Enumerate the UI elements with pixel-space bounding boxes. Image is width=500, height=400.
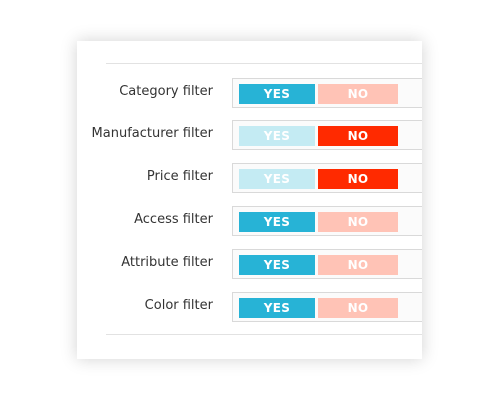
yes-button[interactable]: YES [239, 212, 315, 232]
filter-settings-panel: Category filter YES NO Manufacturer filt… [77, 41, 422, 359]
filter-label: Manufacturer filter [91, 126, 213, 141]
filter-label: Category filter [119, 84, 213, 99]
yes-button[interactable]: YES [239, 84, 315, 104]
yes-button[interactable]: YES [239, 169, 315, 189]
yes-button[interactable]: YES [239, 255, 315, 275]
bottom-divider [106, 334, 422, 335]
filter-row-color: Color filter YES NO [77, 292, 422, 322]
no-button[interactable]: NO [318, 126, 398, 146]
no-button[interactable]: NO [318, 298, 398, 318]
yes-no-toggle: YES NO [232, 120, 422, 150]
yes-no-toggle: YES NO [232, 292, 422, 322]
no-button[interactable]: NO [318, 212, 398, 232]
filter-row-manufacturer: Manufacturer filter YES NO [77, 120, 422, 150]
filter-row-access: Access filter YES NO [77, 206, 422, 236]
yes-no-toggle: YES NO [232, 78, 422, 108]
yes-button[interactable]: YES [239, 298, 315, 318]
no-button[interactable]: NO [318, 255, 398, 275]
filter-label: Price filter [146, 169, 213, 184]
filter-label: Attribute filter [121, 255, 213, 270]
filter-row-category: Category filter YES NO [77, 78, 422, 108]
no-button[interactable]: NO [318, 84, 398, 104]
filter-label: Access filter [134, 212, 213, 227]
yes-no-toggle: YES NO [232, 249, 422, 279]
yes-no-toggle: YES NO [232, 163, 422, 193]
filter-row-attribute: Attribute filter YES NO [77, 249, 422, 279]
filter-row-price: Price filter YES NO [77, 163, 422, 193]
no-button[interactable]: NO [318, 169, 398, 189]
yes-button[interactable]: YES [239, 126, 315, 146]
filter-label: Color filter [144, 298, 213, 313]
yes-no-toggle: YES NO [232, 206, 422, 236]
top-divider [106, 63, 422, 64]
